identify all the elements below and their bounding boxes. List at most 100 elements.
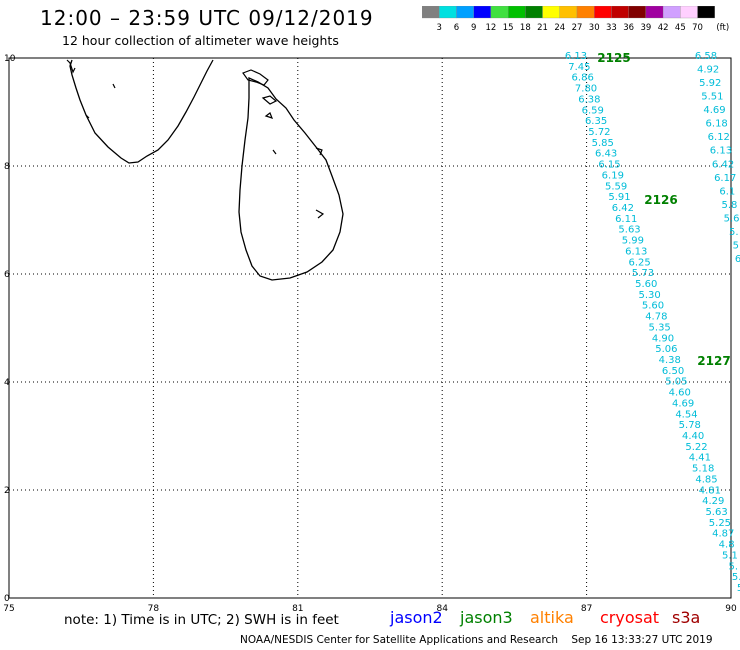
- swh-value: 5.18: [692, 464, 714, 475]
- swh-value: 6: [735, 254, 740, 265]
- y-tick-label: 0: [4, 594, 10, 604]
- swh-value: 5.22: [685, 442, 707, 453]
- satellite-name: s3a: [672, 608, 701, 627]
- swh-value: 4.85: [695, 474, 717, 485]
- swh-value: 5.: [729, 227, 739, 238]
- axis-tick-labels: 75 78 81 84 87 90 0 2 4 6 8 10: [3, 54, 737, 614]
- swh-value: 5.51: [701, 92, 723, 103]
- swh-value: 5.73: [632, 268, 654, 279]
- swh-value: 6.38: [578, 94, 600, 105]
- swh-value: 4.54: [675, 409, 697, 420]
- swh-value: 6.42: [712, 159, 734, 170]
- color-scale-label: 30: [589, 23, 600, 33]
- swh-value: 4.78: [645, 312, 667, 323]
- x-tick-label: 84: [436, 604, 448, 614]
- page-title: 12:00 – 23:59 UTC 09/12/2019: [40, 6, 374, 30]
- swh-value: 4.69: [672, 398, 694, 409]
- swh-value: 6.13: [565, 51, 587, 62]
- swh-value: 5: [737, 583, 740, 594]
- swh-value: 5.59: [605, 181, 627, 192]
- footnote: note: 1) Time is in UTC; 2) SWH is in fe…: [64, 612, 339, 628]
- y-tick-label: 10: [4, 54, 16, 64]
- swh-value: 4.81: [699, 485, 721, 496]
- swh-value: 5.85: [592, 138, 614, 149]
- swh-value: 6.13: [710, 146, 732, 157]
- page-subtitle: 12 hour collection of altimeter wave hei…: [62, 33, 339, 48]
- swh-value: 6.1: [719, 186, 735, 197]
- color-scale-label: 3: [437, 23, 442, 33]
- swh-value: 5.8: [722, 200, 738, 211]
- swh-value: 6.59: [582, 105, 604, 116]
- swh-value: 5.1: [722, 550, 738, 561]
- swh-value-labels: 6.137.456.867.806.386.596.355.725.856.43…: [565, 51, 740, 594]
- color-scale-label: 27: [572, 23, 583, 33]
- x-tick-label: 75: [3, 604, 14, 614]
- swh-value: 5.60: [642, 301, 664, 312]
- india-coastline-detail: [66, 59, 116, 119]
- color-scale-label: 9: [471, 23, 476, 33]
- color-scale-label: 15: [503, 23, 514, 33]
- swh-value: 4.60: [669, 388, 691, 399]
- credit-footer: NOAA/NESDIS Center for Satellite Applica…: [240, 634, 713, 646]
- y-tick-label: 8: [4, 162, 10, 172]
- swh-value: 4.29: [702, 496, 724, 507]
- color-scale-label: 70: [692, 23, 703, 33]
- x-tick-label: 90: [725, 604, 737, 614]
- swh-value: 5.05: [665, 377, 687, 388]
- swh-value: 5.30: [638, 290, 660, 301]
- swh-value: 4.92: [697, 65, 719, 76]
- color-swatch: [697, 6, 715, 19]
- trincomalee-bay: [272, 147, 325, 219]
- swh-value: 6.11: [615, 214, 637, 225]
- swh-value: 7.45: [568, 62, 590, 73]
- swh-value: 4.38: [659, 355, 681, 366]
- swh-value: 4.90: [652, 333, 674, 344]
- y-tick-label: 4: [4, 378, 10, 388]
- satellite-name: cryosat: [600, 608, 660, 627]
- jaffna-peninsula: [242, 69, 278, 119]
- swh-value: 5.: [729, 561, 739, 572]
- y-tick-label: 6: [4, 270, 10, 280]
- color-scale-legend: 3 6 9 12 15 18 21 24 27 30 33 36 39 42 45 70 (ft): [422, 6, 730, 33]
- swh-value: 5.78: [679, 420, 701, 431]
- swh-value: 5.06: [655, 344, 677, 355]
- swh-value: 6.50: [662, 366, 684, 377]
- color-scale-label: 21: [537, 23, 548, 33]
- x-tick-label: 81: [292, 604, 303, 614]
- satellite-name: jason2: [390, 608, 443, 627]
- satellite-name: jason3: [460, 608, 513, 627]
- pass-number-labels: 2125 2126 2127: [597, 51, 730, 368]
- pass-number: 2125: [597, 51, 630, 65]
- swh-value: 5.72: [588, 127, 610, 138]
- y-tick-label: 2: [4, 486, 10, 496]
- swh-value: 5.35: [649, 322, 671, 333]
- swh-value: 6.42: [612, 203, 634, 214]
- swh-value: 6.86: [572, 73, 594, 84]
- swh-value: 5.63: [618, 225, 640, 236]
- swh-value: 5.92: [699, 78, 721, 89]
- satellite-name: altika: [530, 608, 574, 627]
- swh-value: 4.8: [719, 540, 735, 551]
- color-scale-label: 39: [640, 23, 651, 33]
- sri-lanka-coastline: [238, 76, 344, 281]
- swh-value: 6.43: [595, 149, 617, 160]
- map-frame: [8, 57, 732, 599]
- pass-number: 2127: [697, 354, 730, 368]
- swh-value: 6.12: [708, 132, 730, 143]
- swh-value: 6.25: [628, 257, 650, 268]
- x-tick-label: 87: [581, 604, 592, 614]
- swh-value: 5.63: [705, 507, 727, 518]
- swh-value: 5.25: [709, 518, 731, 529]
- swh-value: 5: [733, 240, 739, 251]
- color-scale-label: 6: [454, 23, 459, 33]
- color-scale-label: 18: [520, 23, 531, 33]
- swh-value: 4.41: [689, 453, 711, 464]
- swh-value: 5.: [732, 572, 740, 583]
- color-scale-swatches: [422, 6, 715, 19]
- color-scale-label: 42: [658, 23, 669, 33]
- color-scale-unit: (ft): [716, 23, 729, 33]
- color-scale-label: 24: [554, 23, 565, 33]
- color-scale-labels: 3 6 9 12 15 18 21 24 27 30 33 36 39 42 45 70 (ft): [437, 23, 730, 33]
- india-coastline: [69, 59, 214, 164]
